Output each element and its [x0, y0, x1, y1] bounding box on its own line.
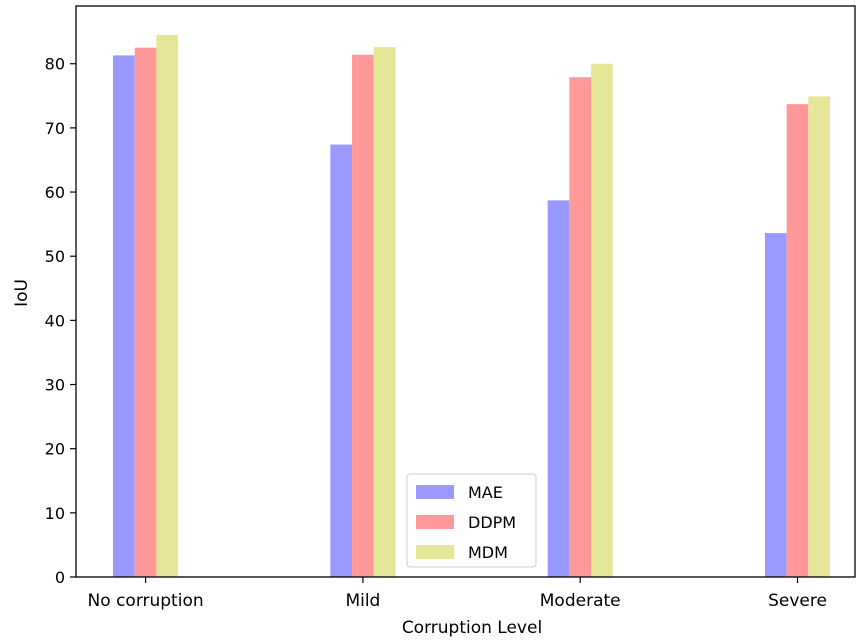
x-axis-label: Corruption Level	[402, 618, 542, 638]
legend-swatch-mdm	[416, 545, 454, 559]
y-tick-label: 40	[45, 311, 65, 330]
bar-mae-2	[547, 200, 570, 577]
legend-label-ddpm: DDPM	[468, 513, 516, 532]
y-tick-label: 20	[45, 440, 65, 459]
bar-mae-1	[330, 144, 353, 577]
x-tick-label: Mild	[345, 591, 380, 611]
x-tick-label: Moderate	[540, 591, 621, 611]
y-tick-label: 50	[45, 247, 65, 266]
bar-mae-3	[764, 233, 787, 577]
y-axis-label: IoU	[12, 279, 32, 307]
bar-ddpm-3	[786, 104, 809, 577]
x-tick-label: No corruption	[88, 591, 204, 611]
bar-ddpm-0	[134, 47, 157, 577]
legend-swatch-mae	[416, 485, 454, 499]
y-tick-label: 70	[45, 119, 65, 138]
bar-mae-0	[113, 55, 135, 577]
bar-mdm-2	[591, 63, 613, 578]
bar-mdm-1	[373, 47, 396, 578]
axes-layer: 0 10 20 30 40 50 60 70 80 No corruption Mild Modera…	[45, 5, 856, 611]
legend-label-mae: MAE	[468, 483, 503, 502]
y-tick-label: 10	[45, 504, 65, 523]
bar-mdm-3	[808, 96, 831, 578]
bars-layer	[113, 34, 831, 578]
bar-ddpm-1	[352, 54, 374, 577]
y-tick-label: 30	[45, 376, 65, 395]
x-tick-label: Severe	[768, 591, 827, 611]
plot-frame	[75, 5, 856, 578]
legend-label-mdm: MDM	[468, 543, 508, 562]
legend-swatch-ddpm	[416, 515, 454, 529]
y-tick-label: 0	[55, 568, 65, 587]
y-tick-label: 60	[45, 183, 65, 202]
legend: MAE DDPM MDM	[406, 473, 537, 568]
bar-ddpm-2	[569, 77, 592, 578]
bar-mdm-0	[156, 34, 179, 578]
y-tick-label: 80	[45, 55, 65, 74]
